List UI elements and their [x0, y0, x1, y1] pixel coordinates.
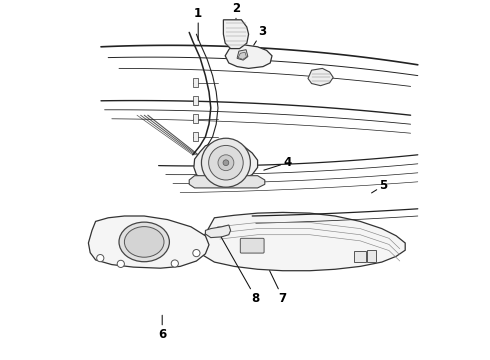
Circle shape	[218, 155, 234, 171]
Polygon shape	[189, 176, 265, 188]
Ellipse shape	[119, 222, 170, 262]
Polygon shape	[194, 142, 258, 183]
Polygon shape	[193, 96, 198, 105]
FancyBboxPatch shape	[367, 250, 376, 262]
Text: 5: 5	[371, 179, 388, 193]
Polygon shape	[308, 68, 333, 86]
Text: 6: 6	[158, 315, 166, 341]
FancyBboxPatch shape	[240, 238, 264, 253]
Polygon shape	[205, 225, 231, 238]
Circle shape	[97, 255, 104, 262]
Text: 4: 4	[264, 156, 292, 170]
Polygon shape	[223, 20, 248, 49]
Text: 8: 8	[221, 237, 260, 305]
Polygon shape	[193, 114, 198, 123]
Polygon shape	[193, 78, 198, 87]
Polygon shape	[238, 52, 246, 59]
Polygon shape	[237, 50, 248, 60]
FancyBboxPatch shape	[354, 251, 366, 262]
Circle shape	[223, 160, 229, 166]
Circle shape	[171, 260, 178, 267]
Circle shape	[193, 249, 200, 257]
Text: 3: 3	[254, 25, 267, 45]
Circle shape	[117, 260, 124, 267]
Polygon shape	[225, 45, 272, 68]
Ellipse shape	[124, 227, 164, 257]
Polygon shape	[88, 216, 209, 268]
Circle shape	[201, 138, 250, 187]
Text: 2: 2	[232, 3, 240, 19]
Polygon shape	[193, 132, 198, 141]
Circle shape	[209, 145, 243, 180]
Text: 7: 7	[270, 271, 287, 305]
Text: 1: 1	[194, 7, 202, 40]
Polygon shape	[200, 212, 405, 271]
